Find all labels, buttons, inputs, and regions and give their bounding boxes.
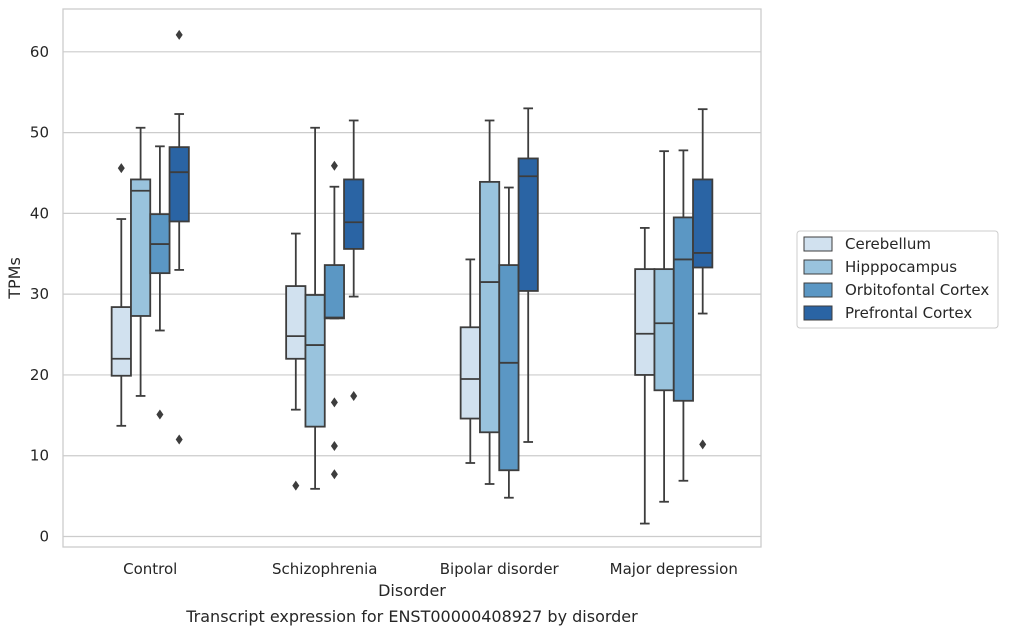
chart-caption: Transcript expression for ENST0000040892… — [185, 607, 638, 626]
box-iqr — [110, 306, 132, 377]
outlier-point — [156, 409, 164, 420]
outlier-point — [292, 480, 300, 491]
box-iqr — [285, 285, 307, 360]
outlier-point — [699, 439, 707, 450]
x-tick-label: Major depression — [610, 560, 738, 578]
x-tick-label: Schizophrenia — [272, 560, 377, 578]
box-hipppocampus — [130, 126, 152, 397]
legend-label: Orbitofontal Cortex — [845, 281, 989, 299]
y-axis-label: TPMs — [5, 257, 24, 300]
x-tick-label: Control — [123, 560, 177, 578]
box-prefrontal-cortex — [517, 107, 539, 443]
legend-label: Prefrontal Cortex — [845, 304, 972, 322]
legend-label: Hipppocampus — [845, 258, 957, 276]
y-tick-label: 30 — [30, 285, 49, 303]
box-prefrontal-cortex — [692, 108, 714, 450]
outlier-point — [330, 160, 338, 171]
box-cerebellum — [459, 258, 481, 464]
box-iqr — [168, 146, 190, 223]
y-tick-label: 0 — [39, 527, 49, 545]
box-hipppocampus — [479, 119, 501, 485]
box-hipppocampus — [653, 150, 675, 503]
outlier-point — [330, 441, 338, 452]
box-orbitofontal-cortex — [323, 160, 345, 480]
box-iqr — [517, 157, 539, 292]
x-axis-label: Disorder — [378, 581, 446, 600]
outlier-point — [117, 163, 125, 174]
box-iqr — [498, 264, 520, 472]
box-iqr — [653, 268, 675, 392]
y-tick-label: 50 — [30, 124, 49, 142]
y-tick-label: 40 — [30, 204, 49, 222]
legend-swatch — [803, 282, 833, 298]
legend-label: Cerebellum — [845, 235, 931, 253]
box-cerebellum — [285, 232, 307, 491]
box-prefrontal-cortex — [343, 119, 365, 401]
box-prefrontal-cortex — [168, 29, 190, 445]
box-iqr — [634, 268, 656, 376]
outlier-point — [350, 390, 358, 401]
box-orbitofontal-cortex — [672, 149, 694, 482]
box-iqr — [672, 216, 694, 402]
box-iqr — [459, 326, 481, 420]
legend-swatch — [803, 305, 833, 321]
outlier-point — [175, 29, 183, 40]
box-orbitofontal-cortex — [498, 186, 520, 499]
outlier-point — [330, 469, 338, 480]
legend-swatch — [803, 259, 833, 275]
box-iqr — [343, 178, 365, 250]
plot-frame — [62, 8, 762, 548]
box-iqr — [304, 294, 326, 428]
x-tick-labels: Control Schizophrenia Bipolar disorder Majo… — [123, 560, 738, 578]
box-hipppocampus — [304, 126, 326, 490]
legend: Cerebellum Hipppocampus Orbitofontal Corte… — [796, 230, 999, 329]
y-tick-labels: 0 10 20 30 40 50 60 — [30, 43, 49, 546]
box-iqr — [323, 264, 345, 320]
box-iqr — [479, 180, 501, 434]
y-tick-label: 20 — [30, 366, 49, 384]
outlier-point — [330, 397, 338, 408]
box-orbitofontal-cortex — [149, 145, 171, 420]
box-cerebellum — [110, 163, 132, 427]
box-iqr — [130, 178, 152, 317]
y-tick-label: 10 — [30, 447, 49, 465]
x-tick-label: Bipolar disorder — [440, 560, 560, 578]
boxes — [110, 29, 714, 525]
outlier-point — [175, 434, 183, 445]
legend-swatch — [803, 236, 833, 252]
box-cerebellum — [634, 227, 656, 525]
box-iqr — [692, 178, 714, 269]
y-tick-label: 60 — [30, 43, 49, 61]
legend-frame — [796, 230, 999, 329]
